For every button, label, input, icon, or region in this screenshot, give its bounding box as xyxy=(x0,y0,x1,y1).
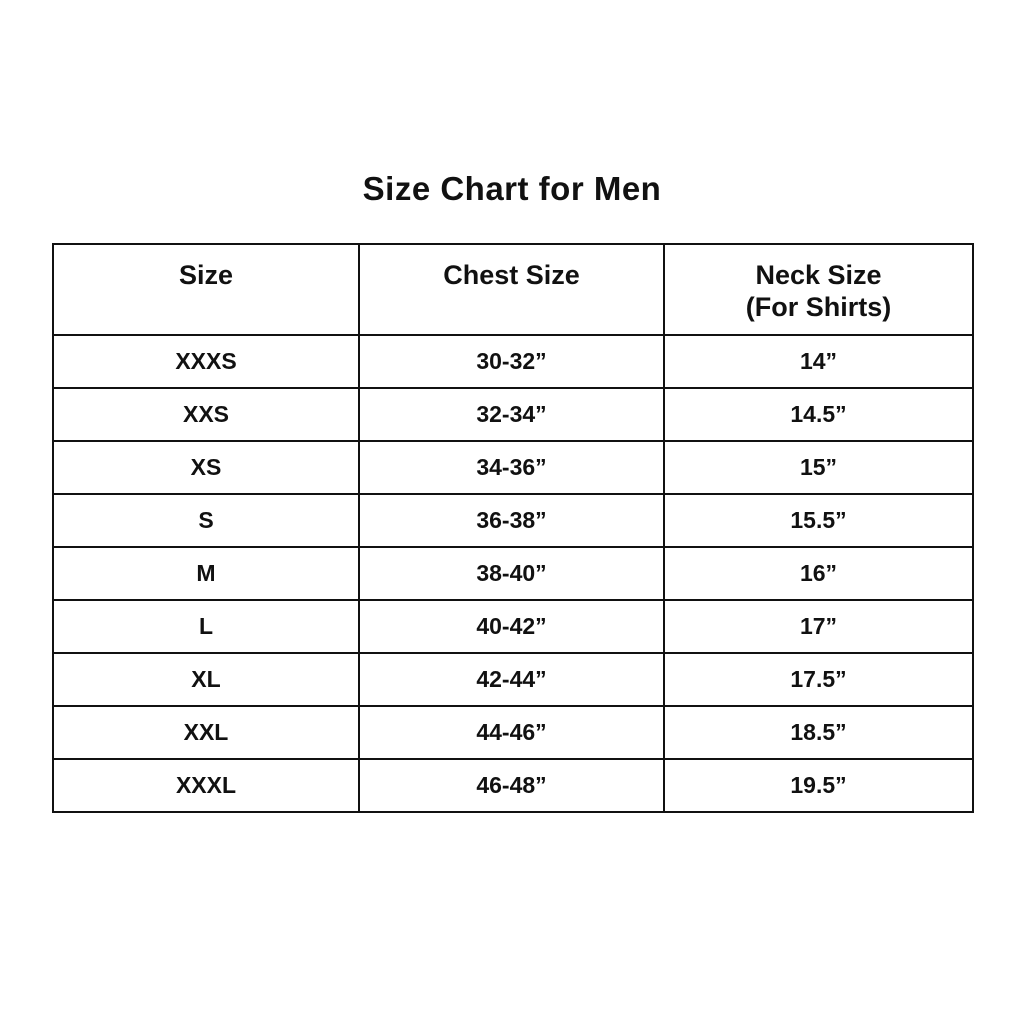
neck-size-sublabel: (For Shirts) xyxy=(745,292,892,323)
size-cell: L xyxy=(52,599,360,654)
chest-cell: 46-48” xyxy=(358,758,665,813)
neck-size-label: Neck Size xyxy=(755,260,882,290)
neck-cell: 17” xyxy=(663,599,974,654)
page-title: Size Chart for Men xyxy=(362,170,662,207)
chest-cell: 42-44” xyxy=(358,652,665,707)
chest-cell: 36-38” xyxy=(358,493,665,548)
size-cell: XXS xyxy=(52,387,360,442)
table-row: XXL 44-46” 18.5” xyxy=(52,705,974,760)
table-row: XL 42-44” 17.5” xyxy=(52,652,974,707)
neck-cell: 14.5” xyxy=(663,387,974,442)
column-header-chest-size: Chest Size xyxy=(358,243,665,336)
size-cell: XXL xyxy=(52,705,360,760)
table-header-row: Size Chest Size Neck Size (For Shirts) xyxy=(52,243,974,336)
chest-cell: 40-42” xyxy=(358,599,665,654)
size-cell: XS xyxy=(52,440,360,495)
chest-cell: 38-40” xyxy=(358,546,665,601)
neck-cell: 14” xyxy=(663,334,974,389)
chest-cell: 30-32” xyxy=(358,334,665,389)
table-row: XS 34-36” 15” xyxy=(52,440,974,495)
size-chart-table: Size Chest Size Neck Size (For Shirts) X… xyxy=(52,243,974,813)
chest-cell: 32-34” xyxy=(358,387,665,442)
neck-cell: 16” xyxy=(663,546,974,601)
size-cell: XXXS xyxy=(52,334,360,389)
size-cell: XL xyxy=(52,652,360,707)
neck-cell: 17.5” xyxy=(663,652,974,707)
size-cell: XXXL xyxy=(52,758,360,813)
table-row: XXXS 30-32” 14” xyxy=(52,334,974,389)
table-row: XXXL 46-48” 19.5” xyxy=(52,758,974,813)
size-cell: S xyxy=(52,493,360,548)
neck-cell: 19.5” xyxy=(663,758,974,813)
chest-cell: 34-36” xyxy=(358,440,665,495)
table-row: S 36-38” 15.5” xyxy=(52,493,974,548)
column-header-size: Size xyxy=(52,243,360,336)
neck-cell: 15” xyxy=(663,440,974,495)
column-header-neck-size: Neck Size (For Shirts) xyxy=(663,243,974,336)
size-cell: M xyxy=(52,546,360,601)
table-row: L 40-42” 17” xyxy=(52,599,974,654)
table-row: M 38-40” 16” xyxy=(52,546,974,601)
neck-cell: 15.5” xyxy=(663,493,974,548)
table-row: XXS 32-34” 14.5” xyxy=(52,387,974,442)
neck-cell: 18.5” xyxy=(663,705,974,760)
chest-cell: 44-46” xyxy=(358,705,665,760)
